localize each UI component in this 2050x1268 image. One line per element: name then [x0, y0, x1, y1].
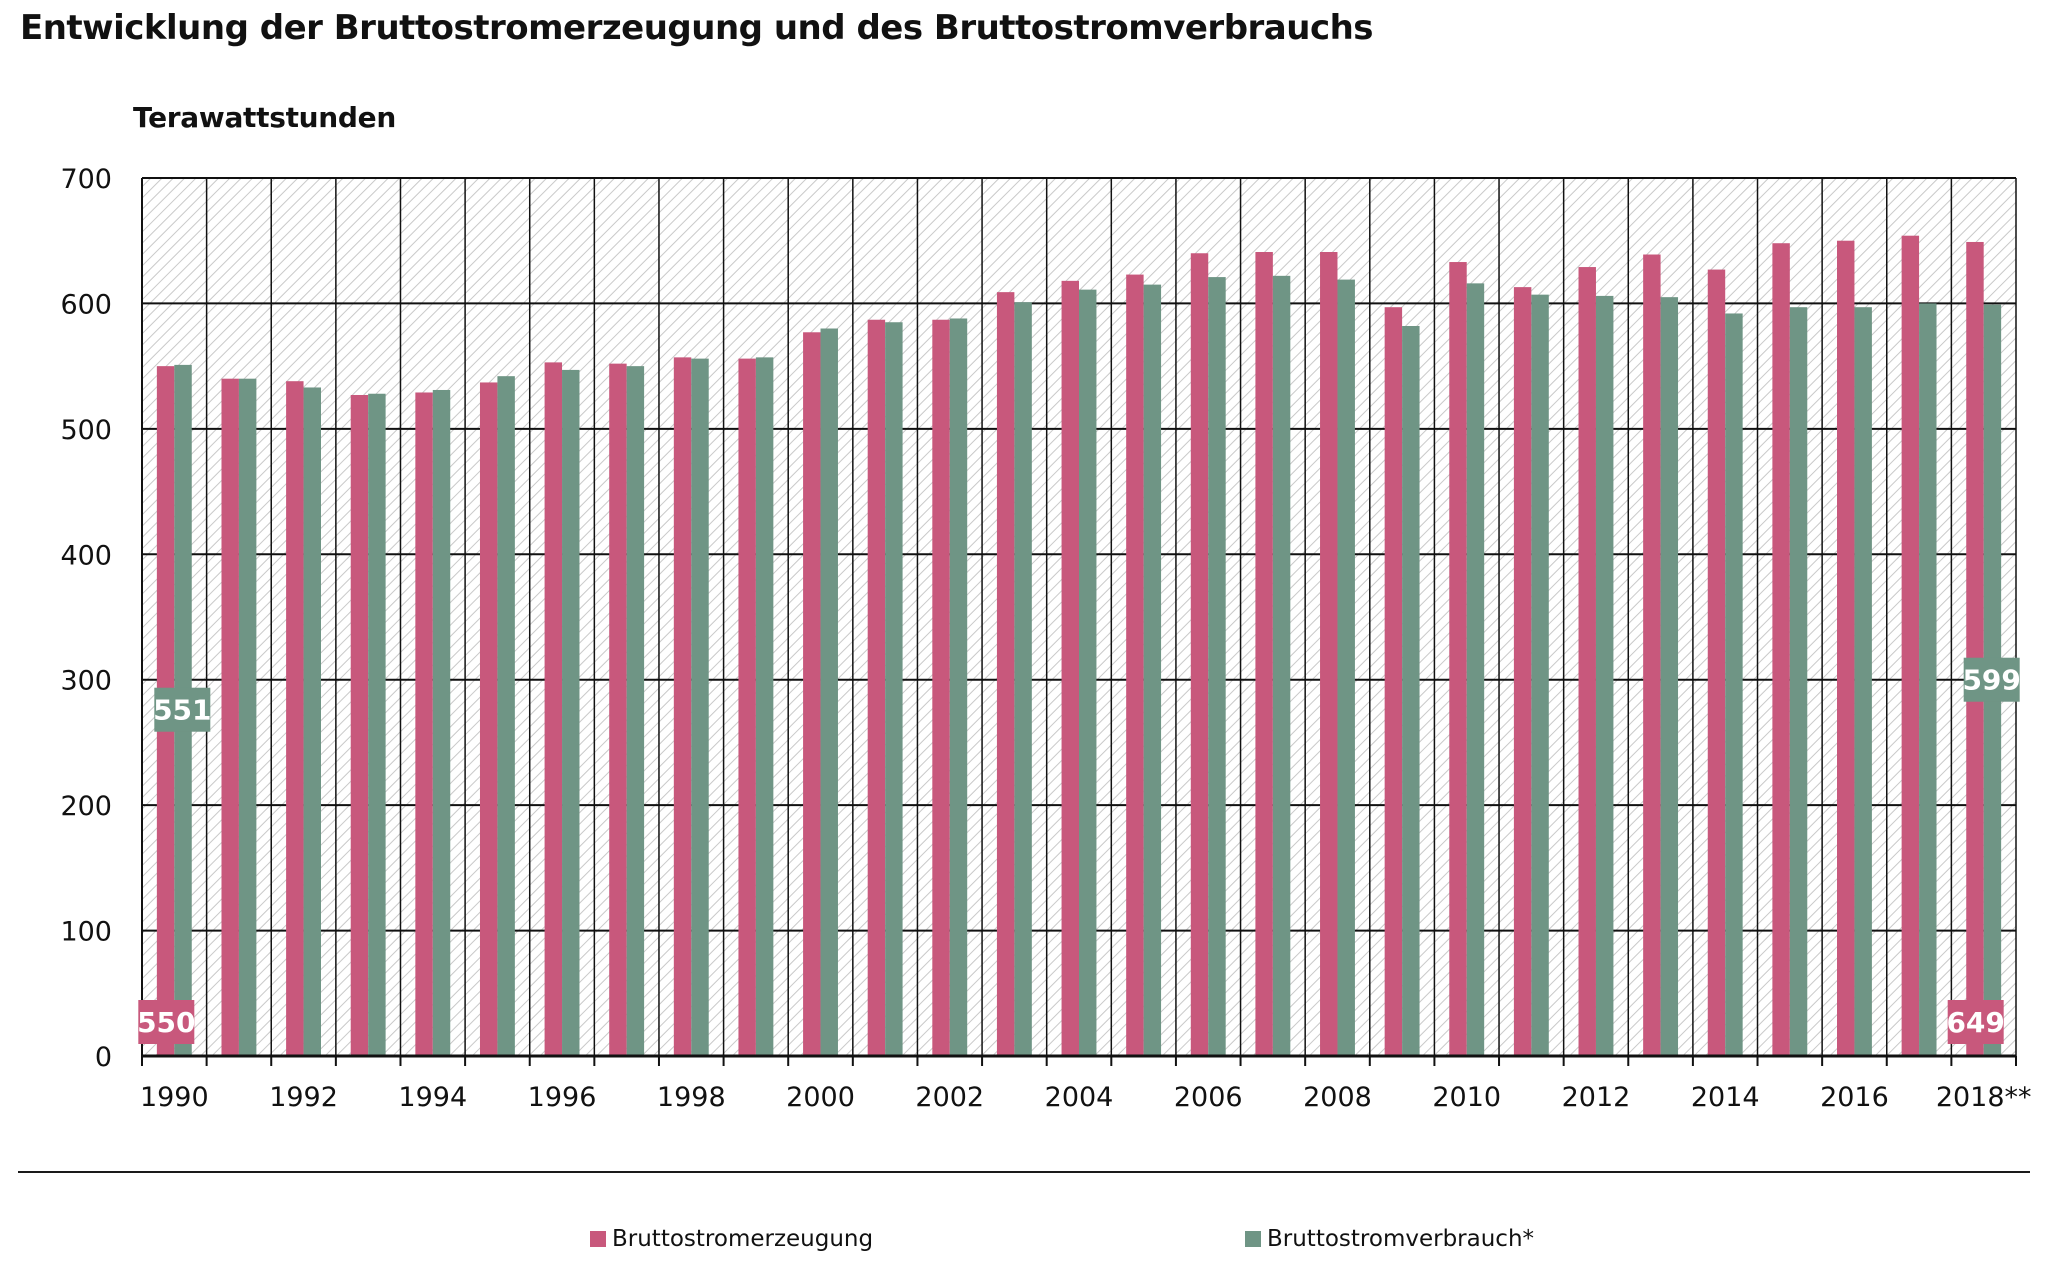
- bar-erzeugung-1998: [673, 357, 692, 1056]
- y-tick-label: 200: [60, 791, 112, 822]
- bar-erzeugung-2003: [996, 292, 1015, 1056]
- separator-line: [18, 1171, 2030, 1173]
- y-axis-unit-label: Terawattstunden: [133, 101, 396, 134]
- bar-verbrauch-2007: [1272, 275, 1291, 1056]
- bar-verbrauch-1995: [497, 376, 515, 1057]
- bar-verbrauch-2010: [1466, 283, 1485, 1056]
- bar-erzeugung-2011: [1513, 287, 1532, 1056]
- bar-erzeugung-2017: [1901, 235, 1920, 1056]
- chart-title: Entwicklung der Bruttostromerzeugung und…: [20, 8, 1374, 48]
- bar-erzeugung-2009: [1384, 307, 1403, 1057]
- value-badge-label: 649: [1946, 1006, 2004, 1039]
- x-tick-label: 1994: [398, 1082, 467, 1113]
- bar-erzeugung-2012: [1578, 267, 1596, 1056]
- bar-verbrauch-1994: [432, 389, 451, 1057]
- value-badge-label: 550: [137, 1006, 195, 1039]
- bar-verbrauch-2004: [1079, 289, 1097, 1056]
- x-tick-label: 2004: [1045, 1082, 1114, 1113]
- bar-erzeugung-2014: [1707, 269, 1726, 1056]
- y-tick-label: 400: [60, 540, 112, 571]
- x-tick-label: 2018**: [1936, 1082, 2032, 1113]
- bars: [156, 235, 2002, 1057]
- y-tick-label: 100: [60, 917, 112, 948]
- bar-verbrauch-2000: [820, 328, 838, 1056]
- x-tick-label: 2014: [1691, 1082, 1760, 1113]
- x-tick-label: 2002: [915, 1082, 984, 1113]
- x-tick-label: 2008: [1303, 1082, 1372, 1113]
- bar-erzeugung-1999: [738, 358, 756, 1056]
- bar-verbrauch-1996: [562, 369, 580, 1056]
- bar-verbrauch-1991: [238, 378, 257, 1057]
- legend-swatch-verbrauch: [1245, 1231, 1261, 1247]
- bar-verbrauch-1997: [626, 366, 645, 1057]
- x-tick-label: 2000: [786, 1082, 855, 1113]
- bar-erzeugung-1991: [221, 378, 239, 1057]
- bar-verbrauch-1992: [303, 387, 321, 1057]
- x-tick-label: 1990: [140, 1082, 209, 1113]
- bar-verbrauch-2011: [1531, 294, 1549, 1056]
- bar-verbrauch-2017: [1919, 303, 1937, 1056]
- bar-verbrauch-2008: [1337, 279, 1355, 1056]
- x-tick-label: 2012: [1562, 1082, 1631, 1113]
- bar-erzeugung-2000: [803, 332, 821, 1057]
- y-tick-label: 300: [60, 666, 112, 697]
- bar-verbrauch-2003: [1014, 302, 1032, 1056]
- bar-chart: 0 100 200 300 400 500 600 700 1990 1992 1994 1996 19…: [60, 164, 2031, 1113]
- bar-erzeugung-2016: [1837, 240, 1855, 1056]
- bar-verbrauch-2015: [1789, 307, 1808, 1057]
- bar-erzeugung-2002: [932, 319, 950, 1057]
- bar-verbrauch-1998: [691, 358, 709, 1056]
- y-tick-label: 600: [60, 289, 112, 320]
- x-tick-label: 2016: [1820, 1082, 1889, 1113]
- bar-erzeugung-1997: [609, 363, 627, 1056]
- x-tick-label: 1998: [657, 1082, 726, 1113]
- value-badge-erzeugung-1990: [138, 1000, 195, 1044]
- value-badge-verbrauch-2018**: [1963, 657, 2020, 702]
- y-tick-label: 500: [60, 415, 112, 446]
- bar-erzeugung-2018**: [1966, 241, 1984, 1056]
- bar-erzeugung-2015: [1772, 243, 1790, 1057]
- bar-erzeugung-1994: [415, 392, 433, 1056]
- bar-verbrauch-2001: [885, 322, 903, 1056]
- bar-verbrauch-2014: [1725, 313, 1743, 1056]
- axes: 0 100 200 300 400 500 600 700 1990 1992 1994 1996 19…: [60, 164, 2031, 1113]
- legend-item-verbrauch: Bruttostromverbrauch*: [1245, 1226, 1534, 1252]
- bar-verbrauch-1999: [755, 357, 774, 1056]
- bar-verbrauch-1993: [368, 393, 386, 1056]
- legend-label-verbrauch: Bruttostromverbrauch*: [1267, 1226, 1535, 1252]
- bar-erzeugung-2008: [1320, 252, 1338, 1056]
- bar-erzeugung-1996: [544, 362, 563, 1056]
- bar-erzeugung-1992: [286, 381, 304, 1056]
- bar-verbrauch-2012: [1595, 295, 1614, 1057]
- x-tick-label: 1996: [528, 1082, 597, 1113]
- value-badge-label: 599: [1962, 664, 2020, 697]
- bar-erzeugung-2010: [1449, 262, 1467, 1057]
- bar-erzeugung-2006: [1190, 253, 1209, 1056]
- value-badges: 550 551 649 599: [137, 657, 2021, 1044]
- legend-label-erzeugung: Bruttostromerzeugung: [612, 1226, 874, 1252]
- bar-verbrauch-2016: [1854, 307, 1872, 1057]
- bar-erzeugung-1995: [479, 382, 498, 1056]
- value-badge-label: 551: [153, 694, 211, 727]
- value-badge-verbrauch-1990: [154, 687, 211, 732]
- bar-erzeugung-2013: [1643, 254, 1661, 1057]
- y-tick-label: 700: [60, 164, 112, 195]
- x-tick-label: 2006: [1174, 1082, 1243, 1113]
- bar-erzeugung-2005: [1126, 274, 1144, 1057]
- bar-verbrauch-2006: [1208, 277, 1226, 1056]
- bar-erzeugung-2001: [867, 319, 886, 1057]
- value-badge-erzeugung-2018**: [1947, 1000, 2004, 1044]
- bar-verbrauch-2013: [1660, 297, 1679, 1057]
- bar-verbrauch-2005: [1143, 284, 1162, 1057]
- legend-swatch-erzeugung: [590, 1231, 606, 1247]
- legend-item-erzeugung: Bruttostromerzeugung: [590, 1226, 873, 1252]
- bar-erzeugung-2004: [1061, 280, 1079, 1056]
- bar-erzeugung-2007: [1255, 252, 1273, 1056]
- x-tick-label: 2010: [1432, 1082, 1501, 1113]
- bar-verbrauch-2009: [1402, 326, 1420, 1056]
- x-tick-label: 1992: [269, 1082, 338, 1113]
- bar-verbrauch-2002: [949, 318, 968, 1057]
- bar-erzeugung-1993: [350, 394, 369, 1056]
- y-tick-label: 0: [95, 1042, 112, 1073]
